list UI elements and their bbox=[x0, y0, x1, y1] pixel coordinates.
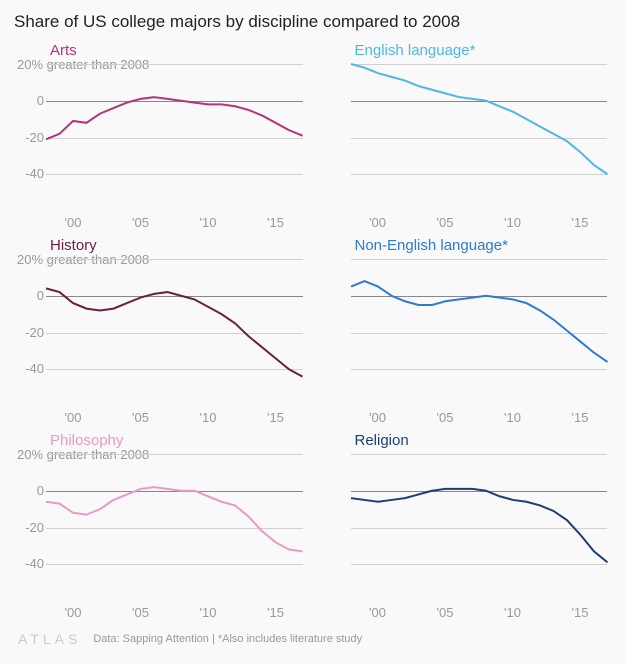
x-label: '10 bbox=[200, 406, 217, 425]
x-label: '10 bbox=[200, 601, 217, 620]
chart-container: Share of US college majors by discipline… bbox=[0, 0, 625, 655]
x-label: '05 bbox=[437, 406, 454, 425]
panel-religion: Religion'00'05'10'15 bbox=[313, 432, 618, 627]
x-label: '10 bbox=[200, 211, 217, 230]
series-line-religion bbox=[351, 489, 608, 562]
y-label-neg40: -40 bbox=[14, 361, 44, 376]
plot-area: '00'05'10'15 bbox=[46, 64, 303, 211]
panel-arts: Arts20% greater than 20080-20-40'00'05'1… bbox=[8, 42, 313, 237]
y-label-neg20: -20 bbox=[14, 130, 44, 145]
panel-title-religion: Religion bbox=[355, 432, 409, 449]
x-label: '15 bbox=[267, 601, 284, 620]
line-svg bbox=[46, 64, 303, 211]
x-label: '10 bbox=[504, 406, 521, 425]
panel-grid: Arts20% greater than 20080-20-40'00'05'1… bbox=[8, 42, 617, 627]
x-label: '15 bbox=[572, 406, 589, 425]
line-svg bbox=[351, 454, 608, 601]
y-label-0: 0 bbox=[16, 483, 44, 498]
x-label: '15 bbox=[572, 601, 589, 620]
x-label: '05 bbox=[437, 601, 454, 620]
x-label: '00 bbox=[369, 211, 386, 230]
line-svg bbox=[351, 259, 608, 406]
series-line-philosophy bbox=[46, 487, 303, 551]
x-label: '10 bbox=[504, 601, 521, 620]
plot-area: '00'05'10'15 bbox=[46, 259, 303, 406]
panel-history: History20% greater than 20080-20-40'00'0… bbox=[8, 237, 313, 432]
plot-area: '00'05'10'15 bbox=[351, 454, 608, 601]
x-label: '15 bbox=[267, 406, 284, 425]
y-label-0: 0 bbox=[16, 288, 44, 303]
x-label: '05 bbox=[437, 211, 454, 230]
series-line-arts bbox=[46, 97, 303, 139]
y-label-neg40: -40 bbox=[14, 556, 44, 571]
x-label: '05 bbox=[132, 601, 149, 620]
panel-nonenglish: Non-English language*'00'05'10'15 bbox=[313, 237, 618, 432]
y-label-neg20: -20 bbox=[14, 520, 44, 535]
chart-area: '00'05'10'15 bbox=[319, 64, 608, 211]
atlas-logo: ATLAS bbox=[18, 631, 81, 647]
x-label: '15 bbox=[267, 211, 284, 230]
x-label: '10 bbox=[504, 211, 521, 230]
chart-footer: ATLAS Data: Sapping Attention | *Also in… bbox=[8, 631, 617, 647]
y-label-0: 0 bbox=[16, 93, 44, 108]
line-svg bbox=[46, 454, 303, 601]
line-svg bbox=[351, 64, 608, 211]
main-title: Share of US college majors by discipline… bbox=[14, 12, 617, 32]
panel-title-english: English language* bbox=[355, 42, 476, 59]
x-label: '05 bbox=[132, 406, 149, 425]
series-line-english bbox=[351, 64, 608, 174]
y-label-neg20: -20 bbox=[14, 325, 44, 340]
x-label: '00 bbox=[369, 601, 386, 620]
series-line-nonenglish bbox=[351, 281, 608, 362]
plot-area: '00'05'10'15 bbox=[351, 259, 608, 406]
plot-area: '00'05'10'15 bbox=[351, 64, 608, 211]
x-label: '00 bbox=[369, 406, 386, 425]
line-svg bbox=[46, 259, 303, 406]
x-label: '00 bbox=[65, 406, 82, 425]
plot-area: '00'05'10'15 bbox=[46, 454, 303, 601]
chart-area: '00'05'10'15 bbox=[319, 259, 608, 406]
chart-area: 20% greater than 20080-20-40'00'05'10'15 bbox=[14, 259, 303, 406]
x-label: '00 bbox=[65, 211, 82, 230]
x-label: '00 bbox=[65, 601, 82, 620]
x-label: '15 bbox=[572, 211, 589, 230]
x-label: '05 bbox=[132, 211, 149, 230]
y-label-neg40: -40 bbox=[14, 166, 44, 181]
panel-title-nonenglish: Non-English language* bbox=[355, 237, 508, 254]
chart-area: '00'05'10'15 bbox=[319, 454, 608, 601]
panel-english: English language*'00'05'10'15 bbox=[313, 42, 618, 237]
source-text: Data: Sapping Attention | *Also includes… bbox=[93, 633, 362, 645]
chart-area: 20% greater than 20080-20-40'00'05'10'15 bbox=[14, 64, 303, 211]
chart-area: 20% greater than 20080-20-40'00'05'10'15 bbox=[14, 454, 303, 601]
series-line-history bbox=[46, 288, 303, 376]
panel-philosophy: Philosophy20% greater than 20080-20-40'0… bbox=[8, 432, 313, 627]
